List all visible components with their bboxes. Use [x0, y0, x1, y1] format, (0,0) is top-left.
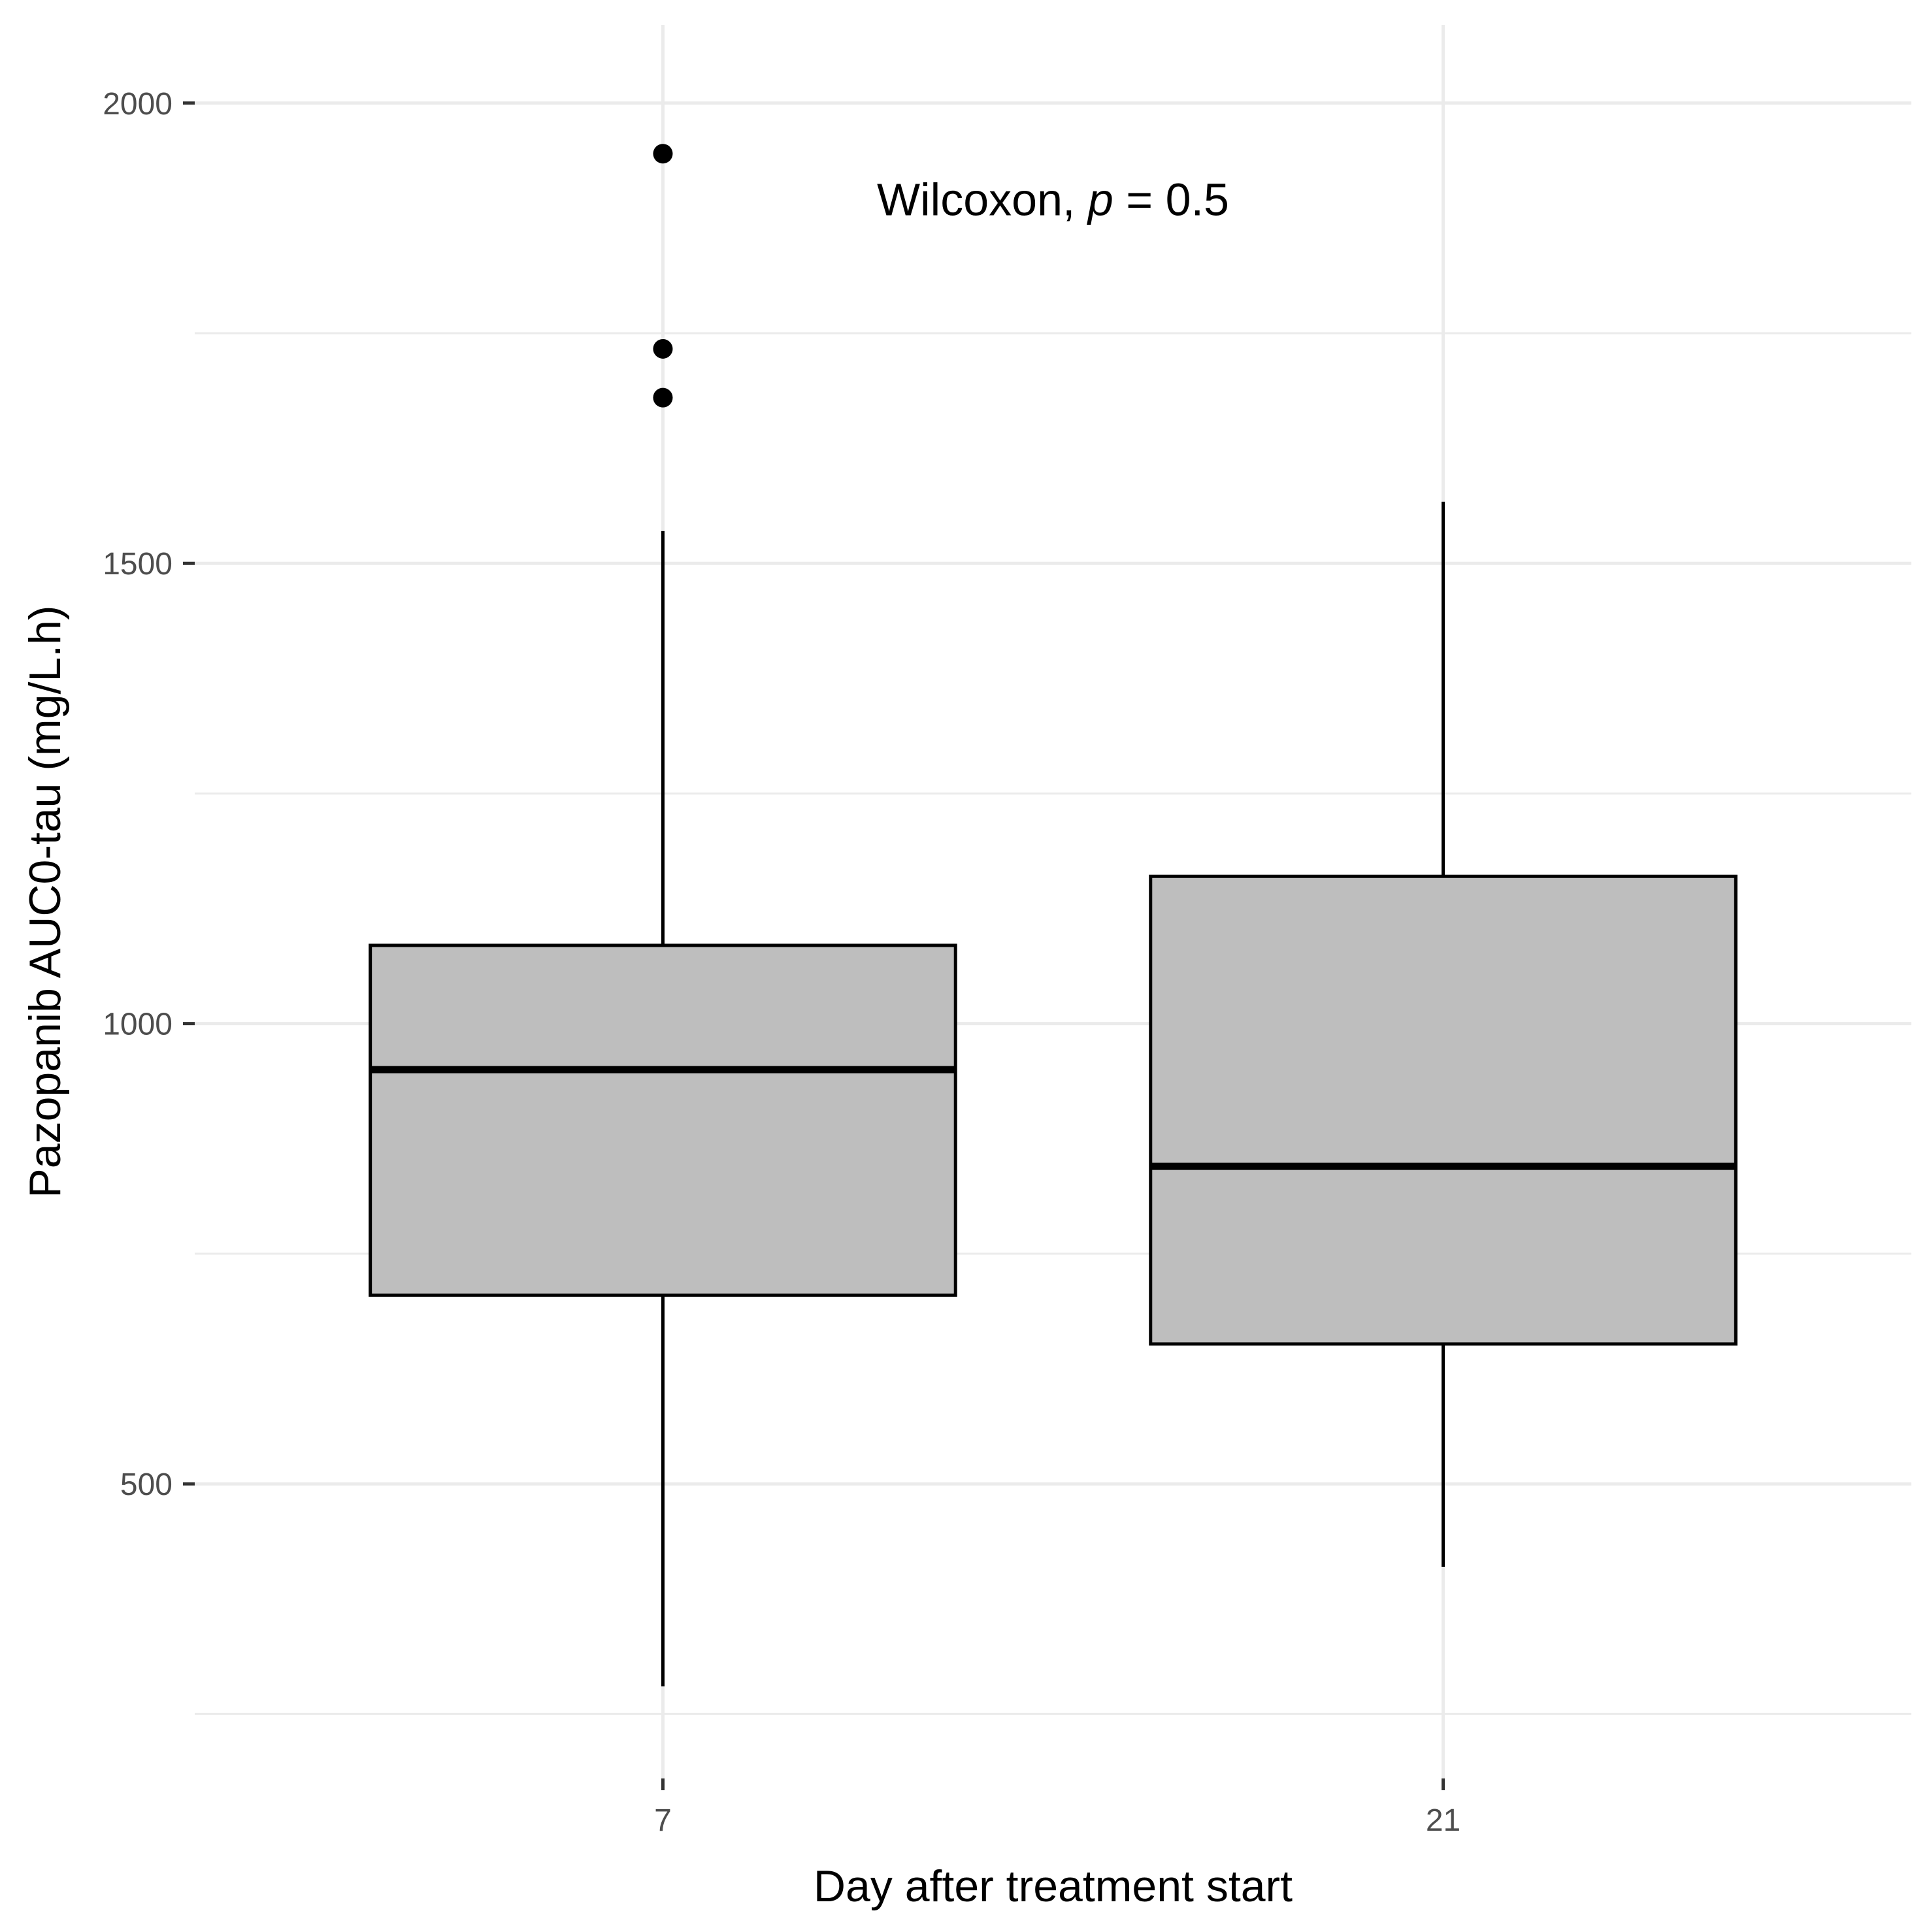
annotation-prefix: Wilcoxon, — [877, 174, 1088, 225]
y-tick-label: 1500 — [103, 547, 173, 581]
box-series — [369, 144, 1738, 1687]
x-tick-label: 21 — [1426, 1803, 1460, 1838]
iqr-box — [369, 943, 957, 1297]
box-group-21 — [1149, 501, 1738, 1567]
axis-ticks: 500 1000 1500 2000 7 21 — [103, 87, 1460, 1838]
annotation-p-italic: p — [1087, 174, 1113, 225]
x-axis-title: Day after treatment start — [814, 1861, 1293, 1911]
y-tick-label: 500 — [120, 1467, 173, 1502]
y-axis-title: Pazopanib AUC0-tau (mg/L.h) — [20, 605, 70, 1198]
annotation-suffix: = 0.5 — [1113, 174, 1229, 225]
iqr-box — [1149, 874, 1738, 1346]
x-tick-label: 7 — [654, 1803, 672, 1838]
outlier-point — [653, 338, 673, 359]
outlier-point — [653, 387, 673, 408]
y-tick-label: 2000 — [103, 87, 173, 122]
outlier-point — [653, 144, 673, 164]
y-tick-label: 1000 — [103, 1007, 173, 1042]
box-group-7 — [369, 144, 957, 1687]
wilcoxon-annotation: Wilcoxon, p = 0.5 — [877, 174, 1229, 225]
